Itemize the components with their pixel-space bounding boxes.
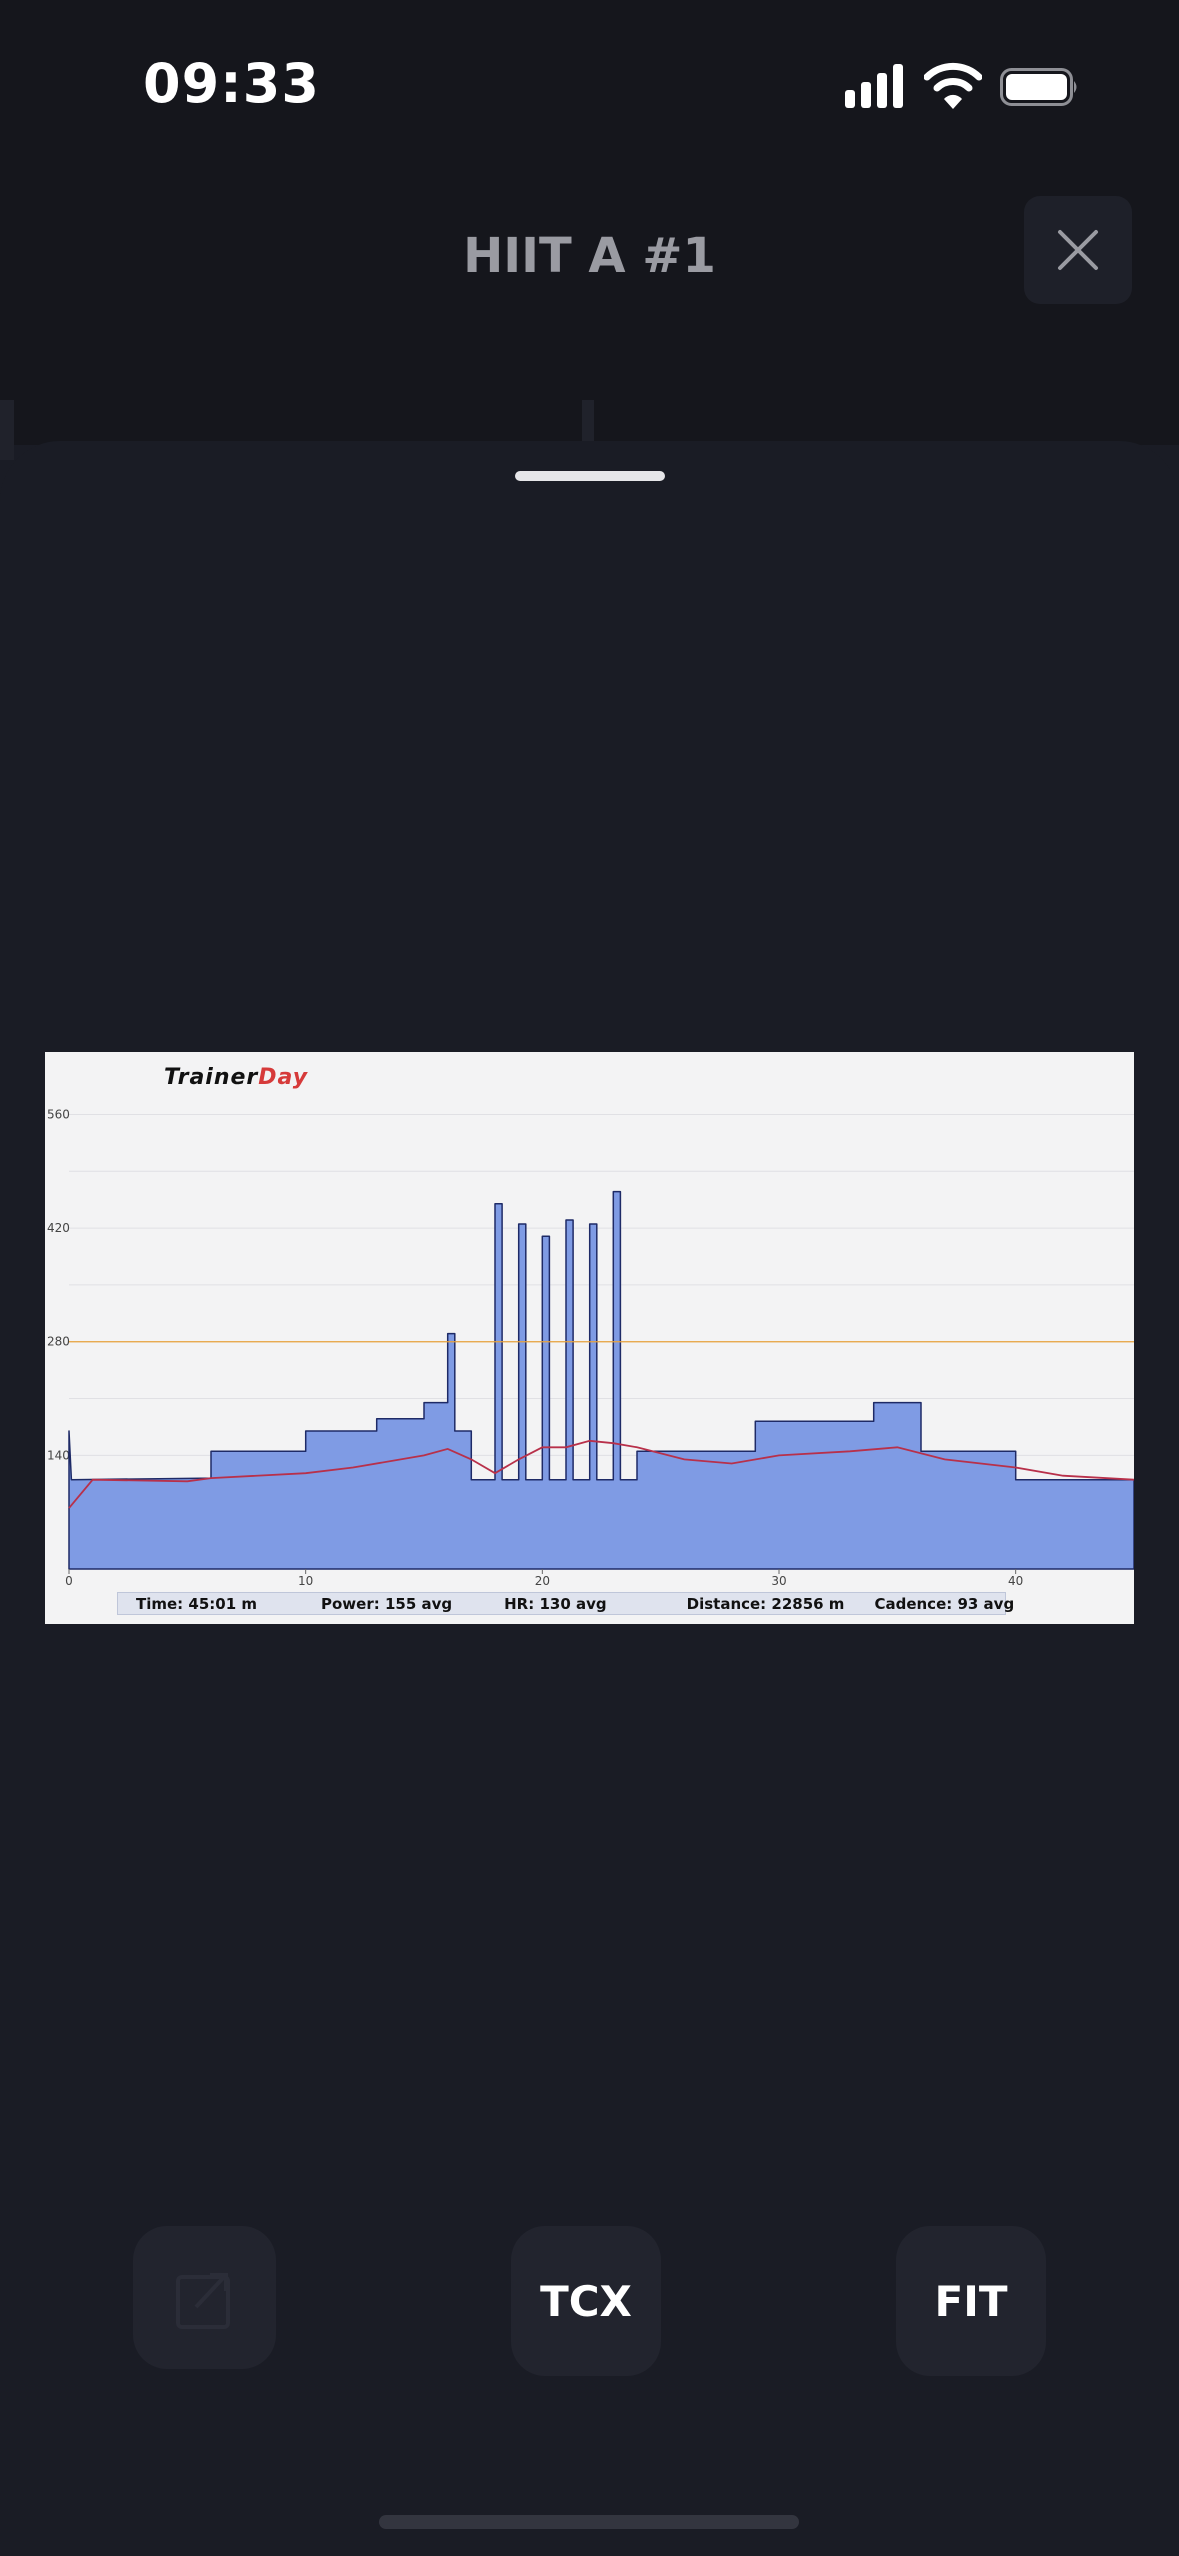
x-tick-label: 30 xyxy=(771,1574,786,1588)
trainerday-logo: TrainerDay xyxy=(164,1065,308,1090)
stat-cadence: Cadence: 93 avg xyxy=(874,1594,1015,1613)
x-tick-label: 10 xyxy=(298,1574,313,1588)
power-area-series xyxy=(68,1190,1134,1570)
workout-chart-plot: 140 280 420 560 0 10 20 30 40 xyxy=(47,1107,1134,1588)
logo-text-trainer: Trainer xyxy=(164,1065,259,1090)
background-card-edge xyxy=(0,400,14,460)
y-tick-label: 280 xyxy=(47,1335,70,1349)
x-tick-label: 40 xyxy=(1008,1574,1023,1588)
x-tick-label: 20 xyxy=(535,1574,550,1588)
workout-stats-bar: Time: 45:01 m Power: 155 avg HR: 130 avg… xyxy=(117,1592,1014,1615)
share-button[interactable] xyxy=(133,2226,276,2369)
cellular-signal-icon xyxy=(845,64,903,108)
wifi-icon xyxy=(924,62,982,109)
share-icon xyxy=(175,2272,230,2329)
x-tick-label: 0 xyxy=(65,1574,73,1588)
stat-power: Power: 155 avg xyxy=(321,1594,453,1613)
battery-icon xyxy=(1000,68,1077,106)
stat-hr: HR: 130 avg xyxy=(504,1594,607,1613)
y-tick-label: 420 xyxy=(47,1221,70,1235)
status-time: 09:33 xyxy=(143,52,320,115)
export-fit-button[interactable]: FIT xyxy=(896,2226,1046,2376)
y-tick-label: 140 xyxy=(47,1448,70,1462)
logo-text-day: Day xyxy=(258,1065,309,1090)
y-tick-label: 560 xyxy=(47,1107,70,1121)
heart-rate-line-series xyxy=(68,1439,1134,1509)
workout-chart: 140 280 420 560 0 10 20 30 40 TrainerDay Time: 4… xyxy=(45,1052,1134,1624)
close-button[interactable] xyxy=(1024,196,1132,304)
top-bar xyxy=(0,0,1179,445)
stat-time: Time: 45:01 m xyxy=(136,1594,257,1613)
export-tcx-button[interactable]: TCX xyxy=(511,2226,661,2376)
workout-title: HIIT A #1 xyxy=(463,228,716,284)
sheet-grabber[interactable] xyxy=(515,471,665,481)
home-indicator xyxy=(379,2515,799,2529)
close-icon xyxy=(1058,230,1098,270)
stat-distance: Distance: 22856 m xyxy=(686,1594,845,1613)
